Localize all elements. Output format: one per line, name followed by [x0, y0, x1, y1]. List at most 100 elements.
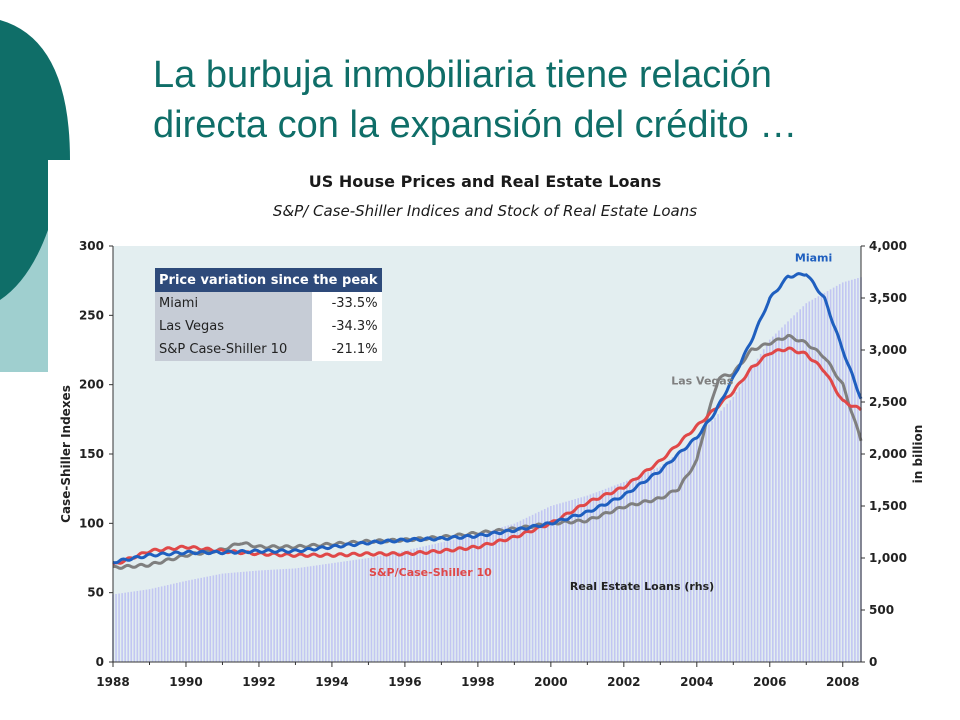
loans-bar: [364, 558, 367, 662]
loans-bar: [750, 368, 753, 662]
loans-bar: [629, 479, 631, 662]
loans-bar: [781, 327, 783, 662]
slide-title-line-2: directa con la expansión del crédito …: [153, 104, 798, 146]
loans-bar: [346, 561, 348, 662]
loans-bar: [416, 547, 418, 662]
loans-bar: [282, 569, 285, 662]
loans-bar: [574, 499, 576, 662]
loans-bar: [191, 579, 193, 662]
loans-bar: [233, 572, 236, 662]
table-cell-value: -21.1%: [311, 338, 382, 361]
loans-bar: [808, 301, 811, 662]
loans-bar: [373, 556, 376, 662]
loans-bar: [841, 282, 844, 662]
loans-bar: [772, 336, 774, 662]
loans-bar: [133, 591, 136, 662]
loans-bar: [720, 410, 722, 662]
loans-bar: [163, 585, 166, 662]
loans-bar: [619, 483, 622, 662]
loans-bar: [729, 400, 732, 662]
loans-bar: [401, 551, 403, 662]
loans-bar: [711, 421, 713, 662]
x-tick-label: 1996: [388, 675, 421, 689]
y2-tick-label: 0: [869, 655, 877, 669]
loans-bar: [805, 303, 808, 662]
loans-bar: [315, 565, 318, 662]
loans-bar: [398, 551, 400, 662]
loans-bar: [817, 296, 820, 662]
loans-bar: [127, 592, 130, 662]
y2-tick-label: 4,000: [869, 239, 907, 253]
loans-bar: [562, 502, 564, 662]
loans-bar: [686, 445, 689, 662]
loans-bars: [112, 277, 862, 662]
loans-bar: [419, 547, 421, 662]
loans-bar: [273, 569, 275, 662]
y-axis-label: Case-Shiller Indexes: [59, 385, 73, 523]
y2-tick-label: 1,000: [869, 551, 907, 565]
x-tick-label: 2006: [753, 675, 786, 689]
loans-bar: [601, 489, 604, 662]
loans-bar: [656, 467, 659, 662]
chart-subtitle: S&P/ Case-Shiller Indices and Stock of R…: [272, 202, 698, 220]
loans-bar: [455, 538, 458, 662]
loans-bar: [738, 387, 741, 662]
x-tick-label: 1988: [96, 675, 129, 689]
loans-bar: [717, 414, 719, 662]
y-tick-label: 50: [87, 586, 104, 600]
loans-bar: [802, 306, 805, 662]
loans-bar: [708, 424, 710, 662]
loans-bar: [230, 572, 233, 662]
loans-bar: [410, 549, 412, 662]
loans-bar: [279, 569, 282, 662]
slide-title-line-1: La burbuja inmobiliaria tiene relación: [153, 54, 772, 96]
annotation-las_vegas: Las Vegas: [671, 375, 733, 388]
loans-bar: [613, 485, 616, 662]
loans-bar: [224, 573, 227, 662]
loans-bar: [835, 285, 838, 662]
loans-bar: [638, 475, 640, 662]
loans-bar: [166, 585, 169, 662]
loans-bar: [197, 578, 199, 662]
loans-bar: [474, 534, 476, 662]
loans-bar: [303, 567, 306, 662]
y-tick-label: 300: [79, 239, 104, 253]
series-lines: [112, 272, 863, 570]
loans-bar: [322, 564, 324, 662]
loans-bar: [513, 523, 516, 662]
loans-bar: [826, 291, 829, 662]
loans-bar: [674, 454, 677, 662]
loans-bar: [762, 349, 765, 662]
y2-tick-label: 2,500: [869, 395, 907, 409]
loans-bar: [510, 524, 513, 662]
loans-bar: [297, 567, 300, 662]
loans-bar: [157, 587, 160, 662]
loans-bar: [422, 546, 424, 662]
loans-bar: [434, 543, 437, 662]
loans-bar: [334, 562, 336, 662]
decorative-shapes: [0, 20, 70, 372]
x-tick-label: 2000: [534, 675, 567, 689]
loans-bar: [370, 557, 373, 662]
y-tick-label: 0: [96, 655, 104, 669]
loans-bar: [522, 519, 525, 662]
loans-bar: [714, 417, 716, 662]
loans-bar: [203, 577, 206, 662]
loans-bar: [185, 580, 187, 662]
loans-bar: [665, 461, 668, 662]
table-cell-name: S&P Case-Shiller 10: [155, 338, 312, 361]
loans-bar: [245, 571, 248, 662]
loans-bar: [537, 511, 540, 662]
loans-bar: [249, 571, 251, 662]
table-row: Las Vegas -34.3%: [155, 315, 382, 338]
loans-bar: [820, 294, 823, 662]
loans-bar: [759, 353, 762, 662]
loans-bar: [209, 576, 212, 662]
loans-bar: [504, 526, 507, 662]
loans-bar: [589, 494, 592, 662]
series-line-las_vegas: [112, 334, 863, 570]
loans-bar: [680, 450, 683, 662]
loans-bar: [844, 281, 847, 662]
loans-bar: [650, 470, 652, 662]
